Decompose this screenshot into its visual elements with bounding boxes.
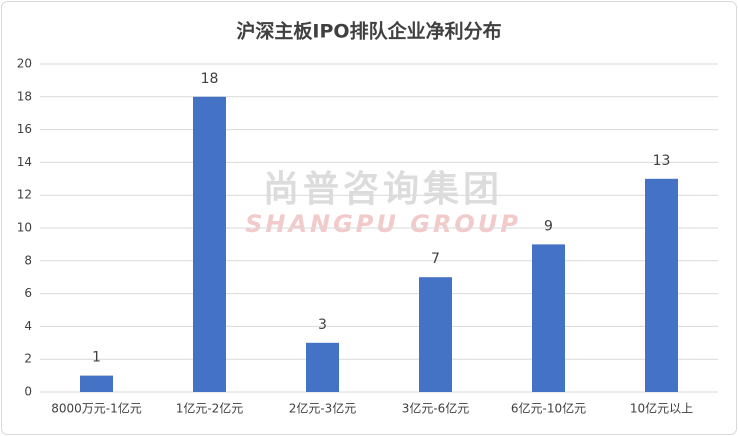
data-label: 13: [653, 153, 671, 169]
bar: [306, 342, 339, 392]
watermark-cn: 尚普咨询集团: [263, 169, 503, 210]
data-label: 9: [544, 218, 553, 234]
chart-title: 沪深主板IPO排队企业净利分布: [236, 20, 501, 43]
y-tick-label: 4: [24, 319, 32, 333]
bar: [193, 96, 226, 393]
data-label: 3: [318, 317, 327, 333]
bar: [645, 178, 678, 392]
y-tick-label: 14: [17, 155, 32, 169]
y-tick-label: 18: [17, 89, 32, 103]
y-tick-label: 2: [24, 352, 32, 366]
data-label: 1: [92, 350, 101, 366]
x-tick-label: 10亿元以上: [630, 401, 693, 416]
x-tick-label: 8000万元-1亿元: [51, 401, 142, 416]
x-tick-label: 1亿元-2亿元: [176, 401, 244, 416]
x-tick-label: 3亿元-6亿元: [402, 401, 470, 416]
watermark-en: SHANGPU GROUP: [245, 210, 521, 238]
bar: [419, 277, 452, 392]
x-tick-label: 2亿元-3亿元: [289, 401, 357, 416]
bar: [80, 375, 113, 392]
y-tick-label: 20: [17, 57, 32, 71]
bar: [532, 244, 565, 392]
y-tick-label: 16: [17, 122, 32, 136]
y-tick-label: 10: [17, 221, 32, 235]
data-label: 18: [201, 71, 219, 87]
y-tick-label: 0: [24, 385, 32, 399]
y-tick-label: 8: [24, 253, 32, 267]
y-tick-label: 12: [17, 188, 32, 202]
data-label: 7: [431, 251, 440, 267]
y-tick-label: 6: [24, 286, 32, 300]
x-tick-label: 6亿元-10亿元: [511, 401, 586, 416]
